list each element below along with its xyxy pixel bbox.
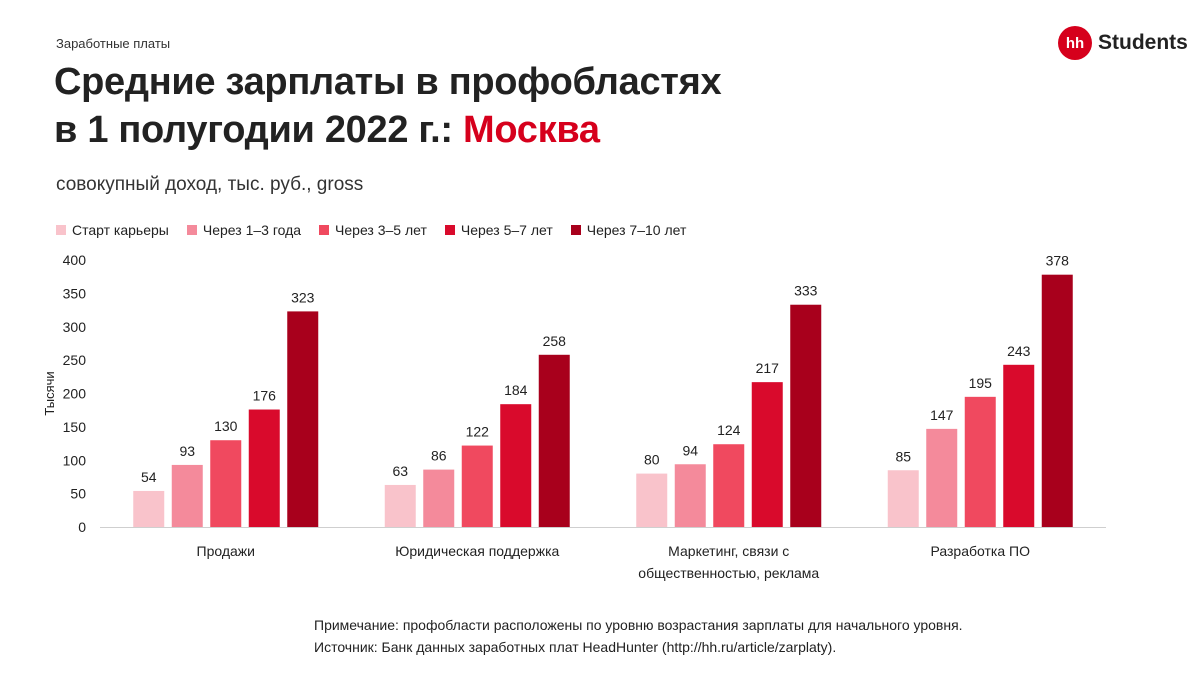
source-text: Источник: Банк данных заработных плат He… [314,639,837,655]
data-label-3-2: 195 [969,375,993,391]
legend-item-0: Старт карьеры [56,222,169,238]
category-label-0: Продажи [197,543,255,559]
y-axis-label: Тысячи [42,371,57,415]
chart-legend: Старт карьеры Через 1–3 года Через 3–5 л… [56,222,704,238]
category-label-1: Юридическая поддержка [395,543,559,559]
data-label-1-0: 63 [392,463,408,479]
category-label-3: Разработка ПО [931,543,1031,559]
y-tick-label-4: 200 [63,386,87,402]
data-label-3-0: 85 [895,448,911,464]
bar-0-3 [248,409,280,527]
y-tick-label-0: 0 [78,519,86,535]
data-label-2-1: 94 [682,442,698,458]
legend-swatch-1 [186,225,197,235]
legend-item-3: Через 5–7 лет [444,222,553,238]
legend-label-2: Через 3–5 лет [335,222,427,238]
legend-item-1: Через 1–3 года [186,222,302,238]
bar-2-0 [636,473,668,527]
bar-2-3 [751,382,783,527]
y-tick-label-7: 350 [63,285,87,301]
data-label-0-0: 54 [141,469,157,485]
bar-1-4 [538,354,570,527]
bar-0-4 [287,311,319,527]
bar-3-4 [1041,274,1073,527]
bar-2-2 [713,444,745,527]
data-label-3-4: 378 [1046,253,1070,269]
data-label-2-3: 217 [756,360,780,376]
legend-swatch-4 [570,225,581,235]
legend-label-1: Через 1–3 года [202,222,302,238]
category-label-2: Маркетинг, связи с [668,543,789,559]
data-label-0-4: 323 [291,289,315,305]
bar-3-0 [887,470,919,527]
bar-1-2 [461,445,493,527]
data-label-0-3: 176 [253,388,277,404]
y-tick-label-2: 100 [63,452,87,468]
legend-swatch-0 [56,225,66,235]
category-label-2-line1: общественностью, реклама [638,565,819,581]
logo-text: Students [1098,31,1188,54]
bar-1-0 [384,484,416,527]
title-line-1: Средние зарплаты в профобластях [54,61,722,103]
y-tick-label-5: 250 [63,352,87,368]
y-tick-label-8: 400 [63,252,87,268]
data-label-1-1: 86 [431,448,447,464]
chart-subtitle: совокупный доход, тыс. руб., gross [56,174,364,195]
bar-1-1 [423,469,455,527]
bar-2-4 [790,304,822,527]
data-label-1-4: 258 [543,333,567,349]
y-tick-label-6: 300 [63,319,87,335]
legend-label-0: Старт карьеры [72,222,169,238]
bar-3-1 [926,428,958,527]
y-tick-label-3: 150 [63,419,87,435]
hh-students-logo: hh Students [1058,26,1188,60]
data-label-2-4: 333 [794,283,818,299]
data-label-1-2: 122 [466,424,490,440]
bar-2-1 [674,464,706,527]
bar-3-3 [1003,364,1035,527]
legend-label-4: Через 7–10 лет [586,222,687,238]
data-label-2-0: 80 [644,452,660,468]
bar-1-3 [500,404,532,527]
bar-0-2 [210,440,242,527]
chart-title: Средние зарплаты в профобластях в 1 полу… [54,58,722,154]
legend-swatch-3 [444,225,455,235]
chart-notes: Примечание: профобласти расположены по у… [314,614,963,658]
y-tick-label-1: 50 [70,486,86,502]
hh-logo-icon: hh [1058,26,1092,60]
bar-3-2 [964,396,996,527]
legend-item-2: Через 3–5 лет [319,222,427,238]
bar-0-0 [133,490,165,527]
title-line-2: в 1 полугодии 2022 г.: [54,109,464,151]
data-label-3-3: 243 [1007,343,1031,359]
legend-label-3: Через 5–7 лет [460,222,553,238]
legend-item-4: Через 7–10 лет [570,222,687,238]
bar-0-1 [171,464,203,527]
data-label-0-2: 130 [214,418,238,434]
title-city: Москва [463,109,600,151]
legend-swatch-2 [319,225,330,235]
data-label-0-1: 93 [179,443,195,459]
note-text: Примечание: профобласти расположены по у… [314,617,963,633]
data-label-3-1: 147 [930,407,954,423]
data-label-1-3: 184 [504,382,528,398]
section-label: Заработные платы [56,36,171,51]
data-label-2-2: 124 [717,422,741,438]
